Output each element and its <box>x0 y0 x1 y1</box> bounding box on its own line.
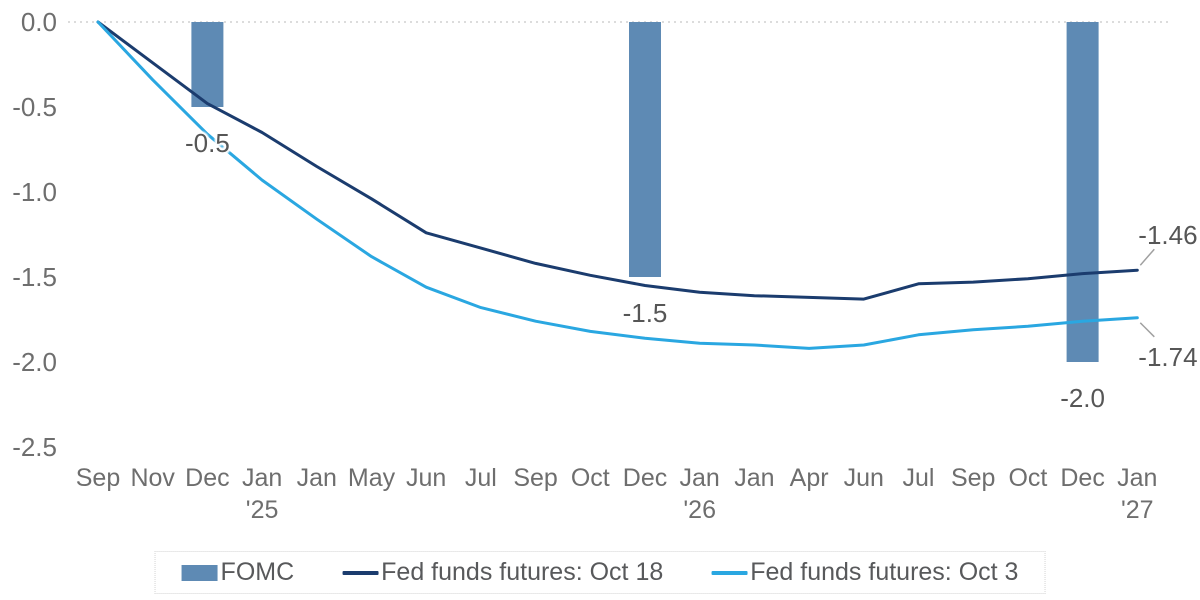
x-axis-tick-label: Dec <box>622 464 668 492</box>
series-end-label-0: -1.46 <box>1138 220 1198 251</box>
x-axis-tick-label: Jan <box>734 464 775 492</box>
legend-label-oct18: Fed funds futures: Oct 18 <box>381 558 664 586</box>
fomc-bar-swatch-icon <box>181 564 218 581</box>
legend-item-oct3[interactable]: Fed funds futures: Oct 3 <box>711 558 1018 587</box>
x-axis-tick-label: Dec <box>185 464 230 492</box>
y-axis-tick-label: -1.5 <box>12 262 57 292</box>
legend-item-oct18[interactable]: Fed funds futures: Oct 18 <box>342 558 663 587</box>
y-axis-tick-label: -0.5 <box>12 92 57 122</box>
x-axis-year-label: '26 <box>683 496 716 524</box>
fomc-bar-label: -0.5 <box>184 128 230 158</box>
x-axis-tick-label: Sep <box>75 464 121 492</box>
x-axis-tick-label: Sep <box>950 464 996 492</box>
legend: FOMC Fed funds futures: Oct 18 Fed funds… <box>154 551 1046 594</box>
fomc-bar <box>1066 22 1099 362</box>
x-axis-tick-label: Dec <box>1060 464 1105 492</box>
end-label-leader <box>1139 248 1155 266</box>
oct3-line-swatch-icon <box>711 570 748 575</box>
x-axis-tick-label: Jun <box>843 464 884 492</box>
legend-label-oct3: Fed funds futures: Oct 3 <box>750 558 1019 586</box>
x-axis-tick-label: Jan <box>1117 464 1158 492</box>
y-axis-tick-label: -2.5 <box>12 432 57 462</box>
x-axis-tick-label: Jan <box>241 464 283 492</box>
fomc-bar-label: -2.0 <box>1060 383 1105 413</box>
x-axis-tick-label: Jul <box>464 464 497 492</box>
x-axis-tick-label: Apr <box>789 464 829 492</box>
x-axis-tick-label: Sep <box>513 464 558 492</box>
series-line-1 <box>96 20 1139 350</box>
x-axis-tick-label: Jan <box>296 464 337 492</box>
fomc-bar <box>629 22 661 277</box>
y-axis-tick-label: -2.0 <box>12 347 57 377</box>
x-axis-tick-label: Oct <box>570 464 610 492</box>
series-line-0 <box>96 20 1139 301</box>
series-end-label-1: -1.74 <box>1138 341 1198 372</box>
x-axis-year-label: '25 <box>245 496 279 524</box>
end-label-leader <box>1139 322 1155 338</box>
x-axis-tick-label: May <box>347 464 396 492</box>
legend-label-fomc: FOMC <box>220 558 295 586</box>
x-axis-tick-label: Jun <box>406 464 447 492</box>
fomc-bar-label: -1.5 <box>622 298 668 328</box>
y-axis-tick-label: -1.0 <box>12 177 57 207</box>
x-axis-tick-label: Oct <box>1008 464 1048 492</box>
x-axis-tick-label: Jan <box>679 464 720 492</box>
oct18-line-swatch-icon <box>342 570 379 575</box>
legend-item-fomc[interactable]: FOMC <box>181 558 295 587</box>
x-axis-tick-label: Jul <box>902 464 935 492</box>
x-axis-year-label: '27 <box>1121 496 1154 524</box>
y-axis-tick-label: 0.0 <box>20 7 57 37</box>
x-axis-tick-label: Nov <box>130 464 175 492</box>
fomc-bar <box>191 22 224 107</box>
